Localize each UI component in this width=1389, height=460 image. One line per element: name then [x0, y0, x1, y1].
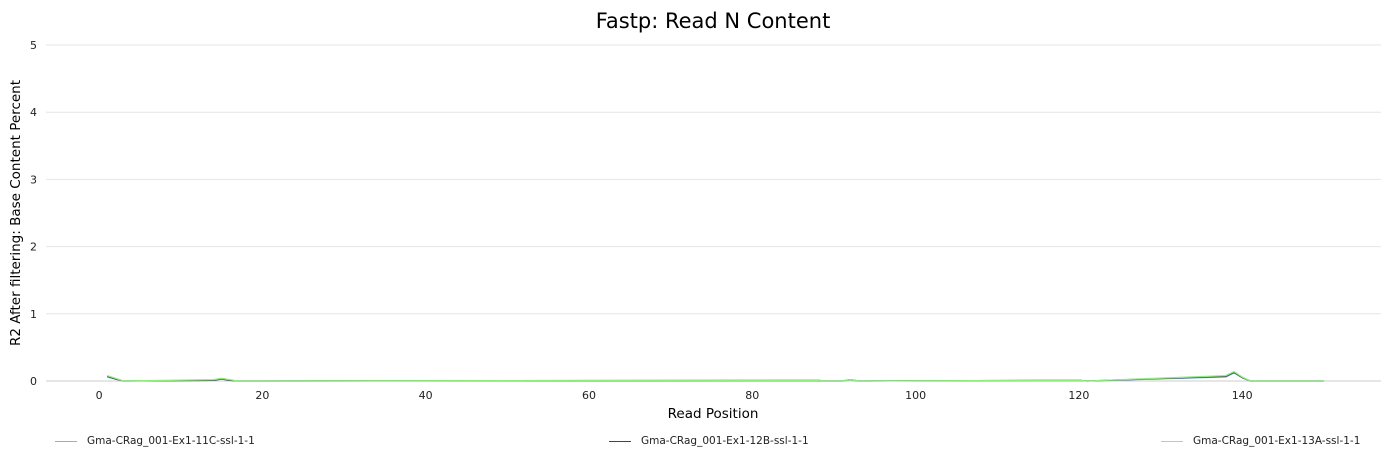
y-tick-labels: 0 1 2 3 4 5 [30, 39, 37, 388]
x-tick-label: 120 [1068, 389, 1089, 402]
legend-swatch [609, 440, 631, 442]
legend-swatch [1161, 440, 1183, 442]
y-tick-label: 1 [30, 308, 37, 321]
x-tick-labels: 0 20 40 60 80 100 120 140 [96, 389, 1253, 402]
grid-lines [46, 44, 1381, 382]
x-tick-label: 100 [905, 389, 926, 402]
series-line-2 [106, 371, 1324, 382]
legend-item[interactable]: Gma-CRag_001-Ex1-12B-ssl-1-1 [609, 432, 809, 450]
x-tick-label: 20 [255, 389, 269, 402]
y-tick-label: 0 [30, 375, 37, 388]
y-tick-label: 3 [30, 173, 37, 186]
legend-label: Gma-CRag_001-Ex1-11C-ssl-1-1 [87, 435, 255, 447]
legend-item[interactable]: Gma-CRag_001-Ex1-13A-ssl-1-1 [1161, 432, 1360, 450]
x-tick-label: 60 [582, 389, 596, 402]
legend: Gma-CRag_001-Ex1-11C-ssl-1-1 Gma-CRag_001… [0, 432, 1389, 450]
y-tick-label: 4 [30, 106, 37, 119]
x-tick-label: 40 [419, 389, 433, 402]
x-tick-label: 80 [745, 389, 759, 402]
legend-swatch [55, 440, 77, 442]
chart: Fastp: Read N Content 0 1 2 3 4 5 0 20 40 60 80 10… [8, 9, 1381, 422]
y-axis-label: R2 After filtering: Base Content Percent [8, 80, 24, 346]
y-tick-label: 2 [30, 241, 37, 254]
x-tick-label: 0 [96, 389, 103, 402]
legend-item[interactable]: Gma-CRag_001-Ex1-11C-ssl-1-1 [55, 432, 255, 450]
x-axis-label: Read Position [668, 406, 759, 422]
legend-label: Gma-CRag_001-Ex1-12B-ssl-1-1 [641, 435, 809, 447]
series-line-3 [106, 370, 1324, 382]
chart-title: Fastp: Read N Content [596, 9, 831, 33]
legend-label: Gma-CRag_001-Ex1-13A-ssl-1-1 [1193, 435, 1361, 447]
series-lines [106, 370, 1324, 382]
y-tick-label: 5 [30, 39, 37, 52]
x-tick-label: 140 [1232, 389, 1253, 402]
